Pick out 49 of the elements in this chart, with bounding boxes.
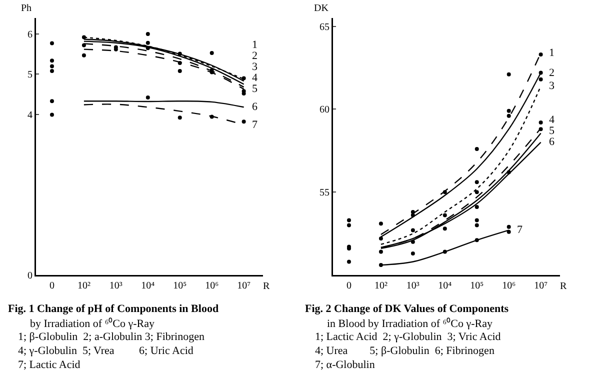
series-label: 6: [549, 136, 555, 148]
x-tick-label: 10⁵: [173, 280, 187, 292]
series-label: 3: [252, 61, 258, 73]
y-tick-label: 55: [320, 188, 330, 199]
series-label: 4: [252, 72, 258, 84]
x-tick-label: 10³: [109, 280, 122, 292]
y-axis-title: DK: [314, 3, 330, 14]
x-tick-label: 10²: [77, 280, 90, 292]
x-tick-label: 10⁵: [470, 280, 484, 292]
text: 7; α-Globulin: [315, 359, 376, 371]
text: 4; Urea 5; β-Globulin 6; Fibrinogen: [315, 345, 495, 357]
y-tick-label: 4: [28, 110, 32, 121]
y-tick-label: 65: [320, 22, 330, 33]
text: 7; Lactic Acid: [18, 359, 81, 371]
x-tick-label: 10⁶: [205, 280, 220, 292]
series-label: 4: [549, 114, 555, 126]
series-label: 5: [549, 125, 555, 137]
text: 1: [252, 39, 258, 51]
y-tick-label: 5: [28, 70, 32, 81]
text: by Irradiation of ⁶⁰Co γ-Ray: [30, 317, 155, 330]
y-tick-label: 6: [28, 30, 32, 41]
series-label: 1: [549, 47, 554, 59]
y-tick-label: 60: [320, 104, 330, 116]
x-tick-label: 10²: [374, 280, 388, 292]
x-axis-title: R: [263, 281, 270, 292]
x-tick-label: 0: [346, 280, 352, 292]
series-label: 7: [252, 119, 258, 131]
series-label: 5: [252, 83, 258, 95]
series-label: 2: [549, 67, 554, 79]
x-tick-label: 10⁶: [502, 280, 516, 292]
y-axis-title: Ph: [21, 3, 32, 14]
x-tick-label: 10⁴: [438, 280, 452, 292]
series-label: 2: [252, 50, 258, 62]
text: 1; Lactic Acid 2; γ-Globulin 3; Vric Acid: [315, 331, 502, 343]
y-tick-label: 0: [28, 270, 32, 282]
x-tick-label: 10⁷: [237, 280, 252, 292]
series-label: 3: [549, 80, 555, 92]
series-label: 7: [517, 224, 523, 236]
text: 1; β-Globulin 2; a-Globulin 3; Fibrinogen: [18, 331, 205, 343]
x-tick-label: 0: [49, 280, 54, 292]
x-tick-label: 10⁷: [534, 280, 548, 292]
text: in Blood by Irradiation of ⁶⁰Co γ-Ray: [327, 317, 493, 330]
text: Fig. 1 Change of pH of Components in Blood: [8, 303, 219, 315]
text: Fig. 2 Change of DK Values of Components: [305, 303, 510, 315]
x-axis-title: R: [560, 281, 567, 292]
text: 4; γ-Globulin 5; Vrea 6; Uric Acid: [18, 345, 194, 357]
series-label: 6: [252, 101, 258, 113]
x-tick-label: 10⁴: [141, 280, 156, 292]
x-tick-label: 10³: [406, 280, 420, 292]
